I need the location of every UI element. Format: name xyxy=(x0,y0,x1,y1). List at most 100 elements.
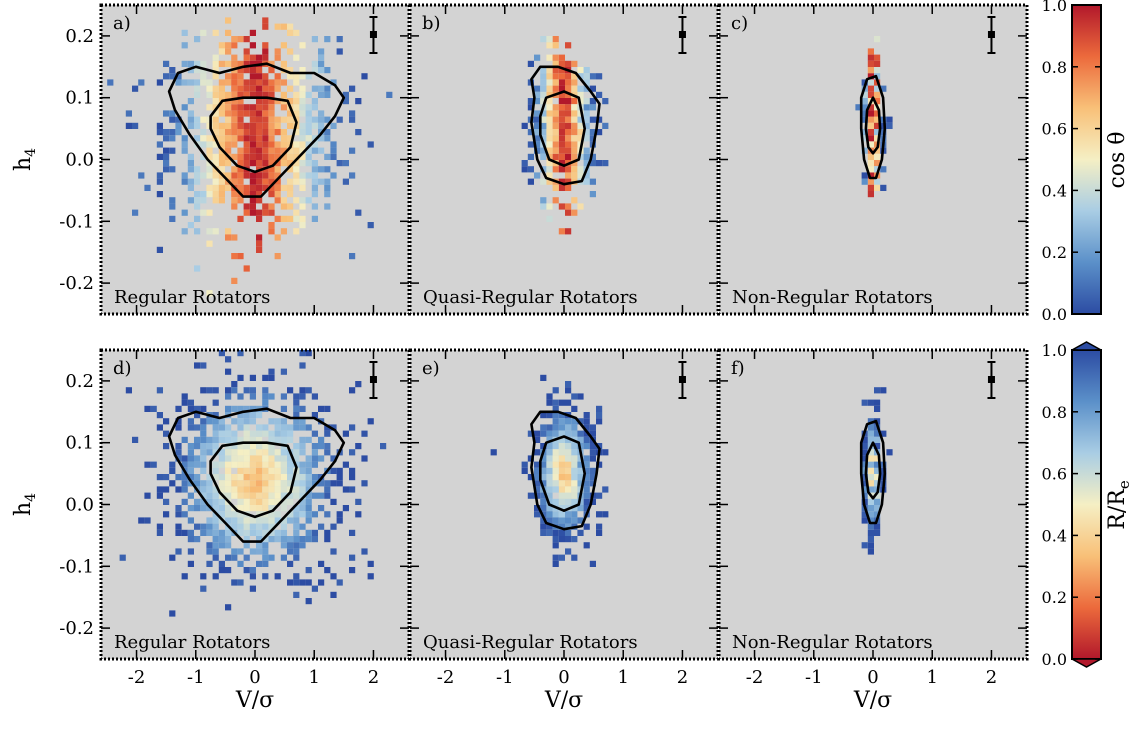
heatmap-cell xyxy=(256,461,263,468)
heatmap-cell xyxy=(181,42,188,49)
heatmap-cell xyxy=(293,129,300,136)
heatmap-cell xyxy=(187,222,194,229)
heatmap-cell xyxy=(305,598,312,605)
heatmap-cell xyxy=(262,85,269,92)
heatmap-cell xyxy=(552,511,559,518)
heatmap-cell xyxy=(565,209,572,216)
heatmap-cell xyxy=(132,122,139,129)
heatmap-cell xyxy=(534,116,541,123)
heatmap-cell xyxy=(268,135,275,142)
heatmap-cell xyxy=(602,511,609,518)
heatmap-cell xyxy=(175,449,182,456)
heatmap-cell xyxy=(243,67,250,74)
heatmap-cell xyxy=(546,486,553,493)
heatmap-cell xyxy=(287,387,294,394)
heatmap-cell xyxy=(231,523,238,530)
heatmap-cell xyxy=(156,424,163,431)
heatmap-cell xyxy=(571,405,578,412)
heatmap-cell xyxy=(558,430,565,437)
heatmap-cell xyxy=(274,129,281,136)
heatmap-cell xyxy=(212,85,219,92)
heatmap-cell xyxy=(274,184,281,191)
heatmap-cell xyxy=(225,480,232,487)
heatmap-cell xyxy=(169,461,176,468)
heatmap-cell xyxy=(280,455,287,462)
heatmap-cell xyxy=(181,474,188,481)
heatmap-cell xyxy=(256,486,263,493)
heatmap-cell xyxy=(565,436,572,443)
heatmap-cell xyxy=(225,356,232,363)
heatmap-cell xyxy=(262,443,269,450)
heatmap-cell xyxy=(268,536,275,543)
heatmap-cell xyxy=(225,405,232,412)
heatmap-cell xyxy=(311,147,318,154)
heatmap-cell xyxy=(540,147,547,154)
heatmap-cell xyxy=(287,542,294,549)
heatmap-cell xyxy=(540,197,547,204)
panel-label: f) xyxy=(731,358,745,379)
heatmap-cell xyxy=(181,147,188,154)
heatmap-cell xyxy=(299,393,306,400)
heatmap-cell xyxy=(293,153,300,160)
heatmap-cell xyxy=(218,42,225,49)
heatmap-cell xyxy=(577,517,584,524)
heatmap-cell xyxy=(280,91,287,98)
heatmap-cell xyxy=(268,368,275,375)
heatmap-cell xyxy=(225,461,232,468)
heatmap-cell xyxy=(212,474,219,481)
heatmap-cell xyxy=(287,579,294,586)
heatmap-cell xyxy=(589,135,596,142)
heatmap-cell xyxy=(349,85,356,92)
heatmap-cell xyxy=(237,480,244,487)
heatmap-cell xyxy=(324,85,331,92)
colorbar-tick-label: 0.0 xyxy=(1042,305,1067,324)
heatmap-cell xyxy=(546,474,553,481)
heatmap-cell xyxy=(867,141,874,148)
heatmap-cell xyxy=(534,474,541,481)
heatmap-cell xyxy=(299,461,306,468)
heatmap-cell xyxy=(268,153,275,160)
heatmap-cell xyxy=(231,73,238,80)
heatmap-cell xyxy=(249,209,256,216)
heatmap-cell xyxy=(349,449,356,456)
heatmap-cell xyxy=(181,29,188,36)
heatmap-cell xyxy=(565,129,572,136)
heatmap-cell xyxy=(225,554,232,561)
heatmap-cell xyxy=(237,104,244,111)
heatmap-cell xyxy=(311,104,318,111)
heatmap-cell xyxy=(274,197,281,204)
heatmap-cell xyxy=(249,67,256,74)
heatmap-cell xyxy=(546,178,553,185)
heatmap-cell xyxy=(874,122,881,129)
heatmap-cell xyxy=(293,110,300,117)
heatmap-cell xyxy=(243,480,250,487)
heatmap-cell xyxy=(874,474,881,481)
x-tick-label: -1 xyxy=(805,667,823,688)
heatmap-cell xyxy=(249,517,256,524)
heatmap-cell xyxy=(527,166,534,173)
heatmap-cell xyxy=(602,449,609,456)
heatmap-cell xyxy=(336,517,343,524)
heatmap-cell xyxy=(237,486,244,493)
heatmap-cell xyxy=(571,430,578,437)
panel-b: b)Quasi-Regular Rotators xyxy=(408,3,720,316)
heatmap-cell xyxy=(194,405,201,412)
heatmap-cell xyxy=(540,178,547,185)
heatmap-cell xyxy=(318,147,325,154)
heatmap-cell xyxy=(169,116,176,123)
heatmap-cell xyxy=(540,36,547,43)
heatmap-cell xyxy=(107,79,114,86)
heatmap-cell xyxy=(249,393,256,400)
heatmap-cell xyxy=(861,467,868,474)
heatmap-cell xyxy=(231,203,238,210)
heatmap-cell xyxy=(194,203,201,210)
heatmap-cell xyxy=(262,209,269,216)
heatmap-cell xyxy=(293,511,300,518)
heatmap-cell xyxy=(867,178,874,185)
heatmap-cell xyxy=(867,474,874,481)
heatmap-cell xyxy=(212,29,219,36)
heatmap-cell xyxy=(237,418,244,425)
heatmap-cell xyxy=(546,492,553,499)
heatmap-cell xyxy=(262,91,269,98)
heatmap-cell xyxy=(571,147,578,154)
